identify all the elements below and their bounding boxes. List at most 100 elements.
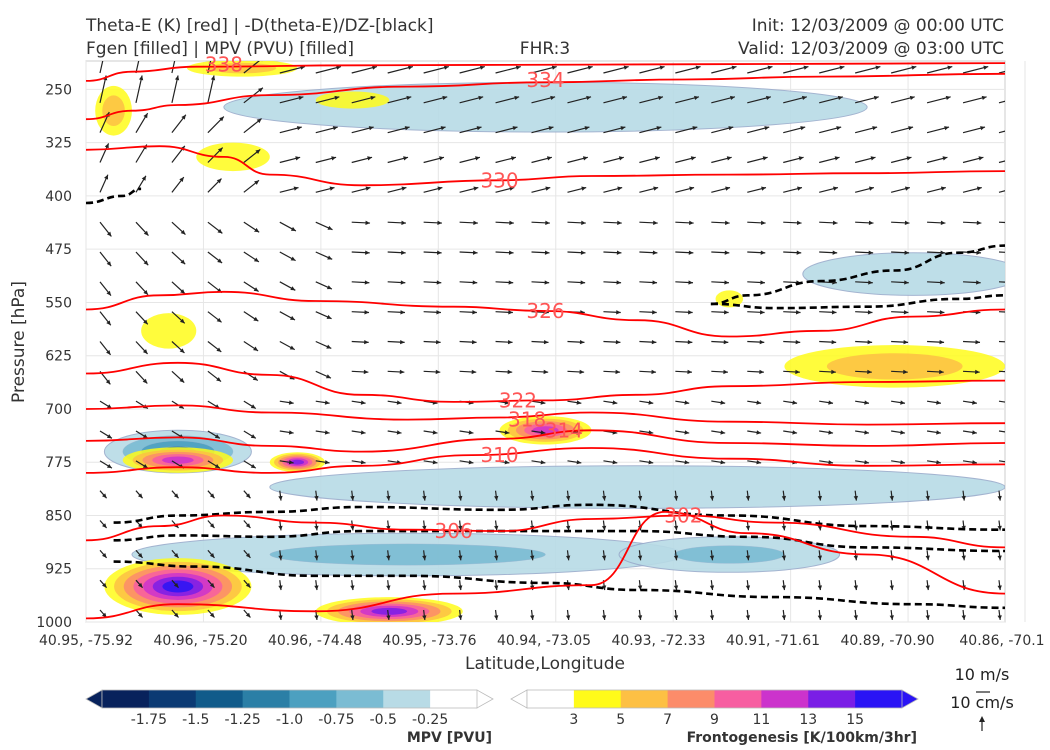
colorbar-frame	[526, 689, 903, 709]
wind-vector-head	[944, 126, 950, 131]
dtheta-dz-contours	[86, 187, 1005, 610]
theta-e-contour	[86, 514, 1005, 549]
wind-vector-head	[939, 339, 945, 345]
wind-vector-head	[173, 553, 179, 558]
wind-vector-head	[803, 65, 809, 70]
theta-e-contour-label: 310	[480, 443, 518, 467]
wind-vector-head	[795, 369, 800, 375]
wind-vector-head	[981, 95, 987, 101]
wind-vector-head	[684, 400, 690, 405]
wind-vector-head	[618, 156, 624, 161]
wind-vector-head	[180, 259, 186, 265]
wind-vector-head	[106, 231, 112, 237]
wind-vector-head	[903, 369, 908, 375]
wind-vector-head	[615, 369, 621, 375]
wind-vector-head	[767, 65, 773, 70]
wind-vector-head	[725, 220, 730, 226]
colorbar-extend-right	[476, 689, 494, 709]
wind-vector-head	[909, 95, 915, 101]
wind-vector-head	[544, 250, 550, 255]
wind-vector-head	[997, 585, 1002, 591]
wind-vector-head	[652, 310, 657, 315]
wind-vector-head	[386, 495, 391, 501]
mpv-fill-region	[674, 545, 785, 564]
wind-vector-head	[601, 525, 607, 531]
wind-vector-head	[245, 523, 251, 529]
wind-vector	[243, 61, 260, 74]
wind-vector	[998, 281, 1005, 283]
x-tick-label: 40.95, -75.92	[39, 633, 133, 649]
wind-vector-head	[435, 369, 441, 375]
wind-vector-head	[245, 493, 251, 499]
wind-vector-head	[798, 156, 804, 161]
wind-vector-head	[759, 310, 765, 315]
wind-vector-head	[980, 126, 986, 131]
wind-vector-head	[254, 180, 259, 185]
wind-vector-head	[180, 289, 185, 294]
wind-vector-head	[653, 220, 658, 226]
wind-vector-head	[947, 65, 953, 70]
wind-vector-head	[143, 230, 149, 236]
wind-vector-head	[209, 493, 215, 499]
wind-vector-head	[143, 319, 148, 325]
x-axis-ticks: 40.95, -75.92 40.96, -75.20 40.96, -74.48 4…	[39, 633, 1045, 649]
wind-vector-head	[216, 178, 222, 184]
vector-key-vertical: 10 cm/s	[950, 693, 1014, 712]
theta-e-contour-label: 322	[499, 388, 537, 412]
wind-vector-head	[997, 495, 1002, 501]
wind-vector-head	[658, 95, 663, 101]
wind-vector-head	[745, 615, 751, 620]
wind-vector-head	[530, 555, 535, 561]
wind-vector	[135, 61, 140, 74]
wind-vector-head	[399, 369, 405, 375]
wind-vector-head	[903, 339, 909, 345]
colorbar-swatch	[667, 690, 715, 708]
wind-vector-head	[1018, 96, 1023, 100]
colorbar-swatch	[383, 690, 431, 708]
wind-vector-head	[468, 460, 474, 465]
theta-e-contour	[86, 72, 1005, 121]
wind-vector-head	[997, 615, 1002, 620]
wind-vector-head	[334, 95, 340, 101]
wind-vector-head	[623, 65, 629, 70]
wind-vector-head	[142, 349, 148, 354]
wind-vector-head	[745, 525, 751, 531]
wind-vector-head	[745, 555, 751, 561]
wind-vector-head	[925, 495, 930, 501]
wind-vector-head	[217, 228, 223, 234]
mpv-colorbar: -1.75 -1.5 -1.25 -1.0 -0.75 -0.5 -0.25	[85, 689, 494, 728]
theta-e-contour-label: 314	[545, 418, 583, 442]
wind-vector-head	[616, 250, 622, 255]
wind-vector-head	[709, 555, 715, 561]
wind-vector-head	[253, 316, 259, 322]
wind-vector-head	[997, 555, 1002, 561]
x-tick-label: 40.89, -70.90	[840, 633, 934, 649]
dtheta-dz-contour	[86, 187, 142, 205]
wind-vector-head	[173, 582, 179, 588]
wind-vector-head	[106, 290, 111, 296]
wind-vector-head	[331, 156, 337, 161]
grid-lines	[85, 61, 1026, 623]
wind-vector-head	[314, 495, 319, 501]
y-tick-label: 1000	[36, 615, 72, 631]
wind-vector-head	[472, 280, 478, 285]
theta-e-contour-label: 338	[205, 53, 243, 77]
colorbar-tick-label: 5	[616, 712, 625, 728]
wind-vector-head	[142, 378, 148, 384]
wind-vector-head	[401, 186, 407, 191]
wind-vector-head	[422, 615, 427, 620]
wind-vector-head	[579, 339, 585, 345]
wind-vector-head	[853, 555, 858, 561]
wind-vector-head	[142, 434, 148, 439]
wind-vector-head	[654, 156, 660, 161]
colorbar-tick-label: 7	[663, 712, 672, 728]
wind-vector-head	[216, 317, 222, 323]
wind-vector-head	[925, 585, 930, 591]
wind-vector-head	[720, 460, 726, 465]
wind-vector-head	[396, 400, 402, 405]
wind-vector-head	[289, 345, 295, 350]
wind-vector-head	[580, 250, 586, 255]
wind-vector-head	[400, 339, 405, 345]
wind-vector-head	[106, 463, 112, 469]
